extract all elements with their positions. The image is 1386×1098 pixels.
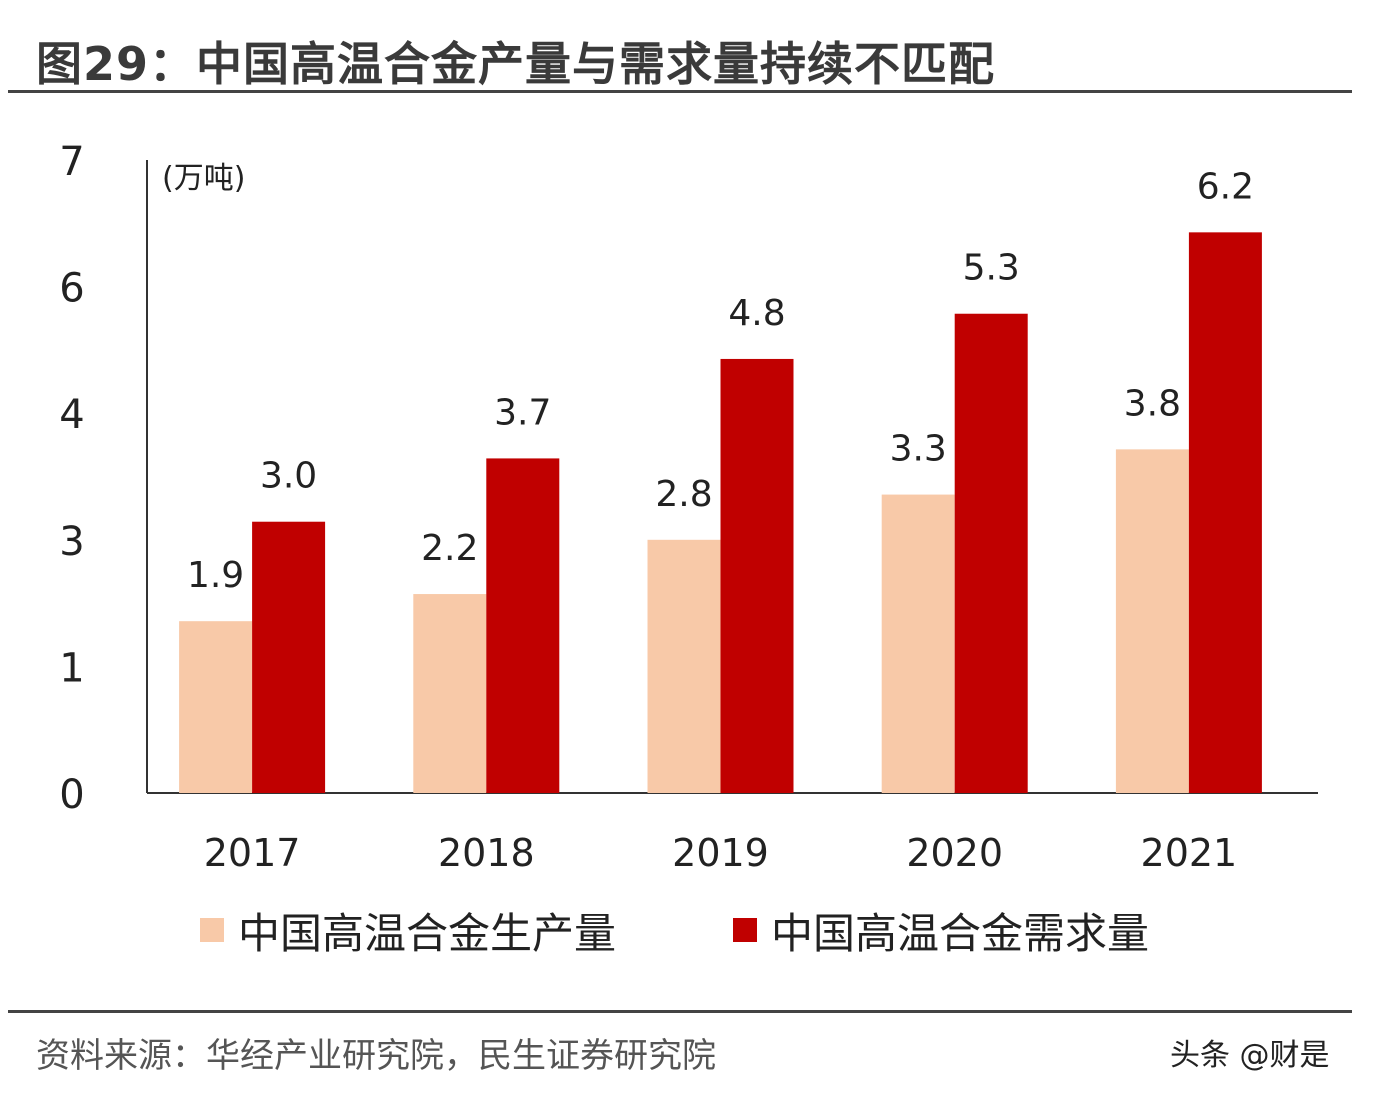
source-note: 资料来源：华经产业研究院，民生证券研究院 bbox=[36, 1036, 716, 1076]
bar-demand bbox=[486, 458, 560, 793]
data-label: 1.9 bbox=[187, 555, 244, 596]
x-tick-label: 2017 bbox=[204, 831, 301, 875]
bar-production bbox=[413, 594, 487, 793]
legend-swatch bbox=[733, 918, 757, 942]
data-label: 3.0 bbox=[260, 456, 317, 497]
title-rule bbox=[8, 90, 1352, 93]
bar-demand bbox=[1188, 232, 1262, 794]
bar-demand bbox=[954, 313, 1028, 793]
legend-label: 中国高温合金需求量 bbox=[771, 909, 1149, 958]
y-tick-label: 4 bbox=[59, 392, 84, 438]
x-tick-label: 2018 bbox=[438, 831, 535, 875]
bar-demand bbox=[252, 521, 326, 793]
y-axis-unit: (万吨) bbox=[162, 161, 245, 196]
watermark: 头条 @财是 bbox=[1170, 1038, 1330, 1073]
bar-demand bbox=[720, 358, 794, 793]
data-label: 3.7 bbox=[494, 392, 551, 433]
x-tick-label: 2020 bbox=[906, 831, 1003, 875]
bar-chart: (万吨) 0 1 3 4 6 7 2017 1.9 3.0 2018 2.2 3.7 2019 2.8 4.8… bbox=[59, 139, 1318, 958]
data-label: 3.3 bbox=[890, 429, 947, 470]
data-label: 5.3 bbox=[963, 248, 1020, 289]
data-label: 3.8 bbox=[1124, 383, 1181, 424]
bar-production bbox=[179, 621, 253, 793]
data-label: 2.2 bbox=[421, 528, 478, 569]
y-tick-label: 3 bbox=[59, 519, 84, 565]
x-tick-label: 2019 bbox=[672, 831, 769, 875]
y-tick-label: 0 bbox=[59, 772, 84, 818]
bar-production bbox=[1115, 449, 1189, 793]
footer-rule bbox=[8, 1010, 1352, 1013]
data-label: 4.8 bbox=[728, 293, 785, 334]
y-tick-label: 1 bbox=[59, 645, 84, 691]
data-label: 2.8 bbox=[655, 474, 712, 515]
x-tick-label: 2021 bbox=[1141, 831, 1238, 875]
data-label: 6.2 bbox=[1197, 166, 1254, 207]
bar-production bbox=[647, 539, 721, 793]
chart-title: 图29：中国高温合金产量与需求量持续不匹配 bbox=[36, 37, 996, 91]
bar-production bbox=[881, 494, 955, 793]
legend-label: 中国高温合金生产量 bbox=[238, 909, 616, 958]
y-tick-label: 6 bbox=[59, 266, 84, 312]
legend-swatch bbox=[200, 918, 224, 942]
y-tick-label: 7 bbox=[59, 139, 84, 185]
